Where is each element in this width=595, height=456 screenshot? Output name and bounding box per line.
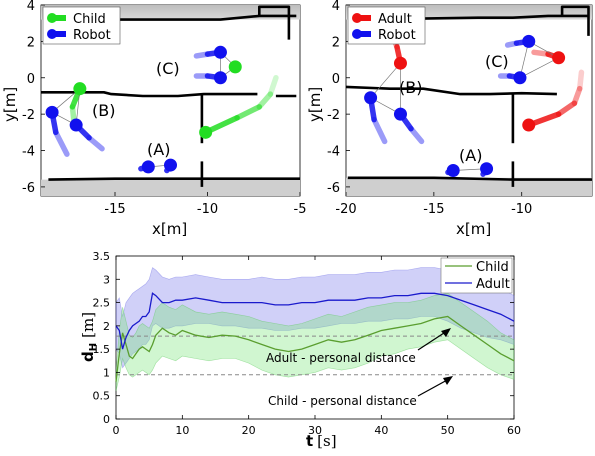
p1-point-child-2 [199, 126, 212, 139]
p1-trail-robot-2-seg-1 [196, 54, 207, 56]
p2-point-robot-0 [364, 91, 377, 104]
p1-ytick-label-5: -6 [22, 181, 35, 196]
p1-point-robot-3 [214, 71, 227, 84]
panel-distance-chart-legend: Child Adult [441, 258, 512, 293]
p2-ytick-label-5: -6 [327, 181, 340, 196]
panel-distance-chart-x-axis-label-unit: [s] [317, 432, 336, 450]
panel-child-map-legend-marker-robot [47, 29, 57, 39]
panel-distance-chart-x-axis-label-main: t [306, 432, 313, 450]
panel-child-map-x-axis-label: x[m] [152, 220, 187, 238]
panel-adult-map: -20 -15 -10 4 2 0 -2 -4 -6 (A) (B) (C) Adult Rob… [306, 0, 592, 238]
p2-trail-adult-1-seg-1 [534, 52, 548, 54]
p1-point-robot-4 [142, 160, 155, 173]
panel-child-map-annotation-b: (B) [92, 101, 115, 120]
p1-xtick-label-0: -15 [104, 202, 125, 217]
p2-ytick-label-3: -2 [327, 108, 340, 123]
p2-xtick-label-1: -15 [423, 202, 444, 217]
panel-child-map-legend-marker-child [47, 13, 57, 23]
p2-trail-adult-2-seg-3 [580, 72, 582, 88]
p2-point-robot-3 [513, 71, 526, 84]
panel-distance-chart-y-axis-label-subscript: H [88, 343, 99, 351]
p2-xtick-label-0: -20 [335, 202, 356, 217]
panel-child-map-annotation-a: (A) [147, 140, 170, 159]
p3-ytick-label-5: 2.5 [93, 297, 111, 310]
panel-child-map-legend: Child Robot [43, 7, 120, 44]
panel-adult-map-y-axis-label: y[m] [306, 87, 324, 122]
p1-ytick-label-4: -4 [22, 145, 35, 160]
p2-point-adult-0 [394, 57, 407, 70]
p3-xtick-label-2: 20 [242, 424, 256, 437]
p1-ytick-label-3: -2 [22, 108, 35, 123]
panel-distance-chart-y-axis-label: dH [m] [79, 312, 99, 362]
p1-xtick-label-2: -5 [294, 202, 307, 217]
panel-distance-chart-x-axis-label: t [s] [306, 432, 337, 450]
p3-ytick-label-7: 3.5 [93, 250, 111, 263]
p1-point-child-1 [229, 60, 242, 73]
panel-adult-map-annotation-c: (C) [485, 52, 509, 71]
panel-distance-chart: 0 10 20 30 40 50 6000.511.522.533.5 Child Adul… [79, 250, 521, 450]
p2-ytick-label-2: 0 [332, 72, 340, 87]
panel-child-map-y-axis-label: y[m] [1, 87, 19, 122]
panel-child-map-legend-label-child: Child [73, 12, 106, 27]
panel-child-map-legend-label-robot: Robot [73, 28, 111, 43]
panel-adult-map-x-axis-label: x[m] [456, 220, 491, 238]
p2-point-robot-4 [447, 164, 460, 177]
p3-xtick-label-6: 60 [507, 424, 521, 437]
p2-ytick-label-1: 2 [332, 35, 340, 50]
p2-xtick-label-2: -10 [511, 202, 532, 217]
p2-point-robot-1 [394, 108, 407, 121]
p1-xtick-label-1: -10 [197, 202, 218, 217]
panel-distance-chart-y-axis-label-main: d [79, 351, 97, 362]
panel-distance-chart-y-axis-label-unit: [m] [79, 312, 97, 338]
adult-personal-distance-annotation: Adult - personal distance [266, 351, 416, 365]
panel-adult-map-annotation-b: (B) [399, 78, 422, 97]
p2-trail-robot-2-seg-1 [508, 43, 517, 45]
p1-ytick-label-2: 0 [27, 72, 35, 87]
p2-point-robot-2 [522, 35, 535, 48]
panel-adult-map-legend-label-robot: Robot [378, 28, 416, 43]
p1-wall-6 [48, 179, 300, 180]
p1-point-robot-0 [46, 106, 59, 119]
panel-distance-chart-legend-label-child: Child [476, 260, 509, 275]
p1-point-robot-1 [70, 119, 83, 132]
panel-child-map: -15 -10 -5 4 2 0 -2 -4 -6 (A) (B) (C) Child Robo… [1, 0, 306, 238]
child-personal-distance-annotation: Child - personal distance [268, 394, 417, 408]
panel-adult-map-legend-marker-adult [352, 13, 362, 23]
p3-ytick-label-4: 2 [103, 320, 110, 333]
panel-distance-chart-legend-label-adult: Adult [476, 277, 510, 292]
p1-point-robot-2 [214, 46, 227, 59]
panel-adult-map-annotation-a: (A) [459, 146, 482, 165]
p2-ytick-label-4: -4 [327, 145, 340, 160]
panel-child-map-annotation-c: (C) [156, 59, 180, 78]
panel-adult-map-legend: Adult Robot [348, 7, 425, 44]
p1-point-robot-5 [164, 159, 177, 172]
p1-ytick-label-0: 4 [27, 0, 35, 14]
p1-point-child-0 [73, 82, 86, 95]
p3-xtick-label-4: 40 [374, 424, 388, 437]
p2-ytick-label-0: 4 [332, 0, 340, 14]
p3-xtick-label-0: 0 [113, 424, 120, 437]
p3-ytick-label-1: 0.5 [93, 390, 111, 403]
p3-xtick-label-5: 50 [441, 424, 455, 437]
p2-point-adult-2 [522, 119, 535, 132]
panel-adult-map-legend-marker-robot [352, 29, 362, 39]
p3-ytick-label-0: 0 [103, 413, 110, 426]
p3-ytick-label-2: 1 [103, 366, 110, 379]
p3-ytick-label-6: 3 [103, 273, 110, 286]
p2-point-adult-1 [552, 51, 565, 64]
p3-xtick-label-1: 10 [175, 424, 189, 437]
p1-bottom-wall-shading [41, 180, 300, 196]
p1-ytick-label-1: 2 [27, 35, 35, 50]
panel-adult-map-legend-label-adult: Adult [378, 12, 412, 27]
